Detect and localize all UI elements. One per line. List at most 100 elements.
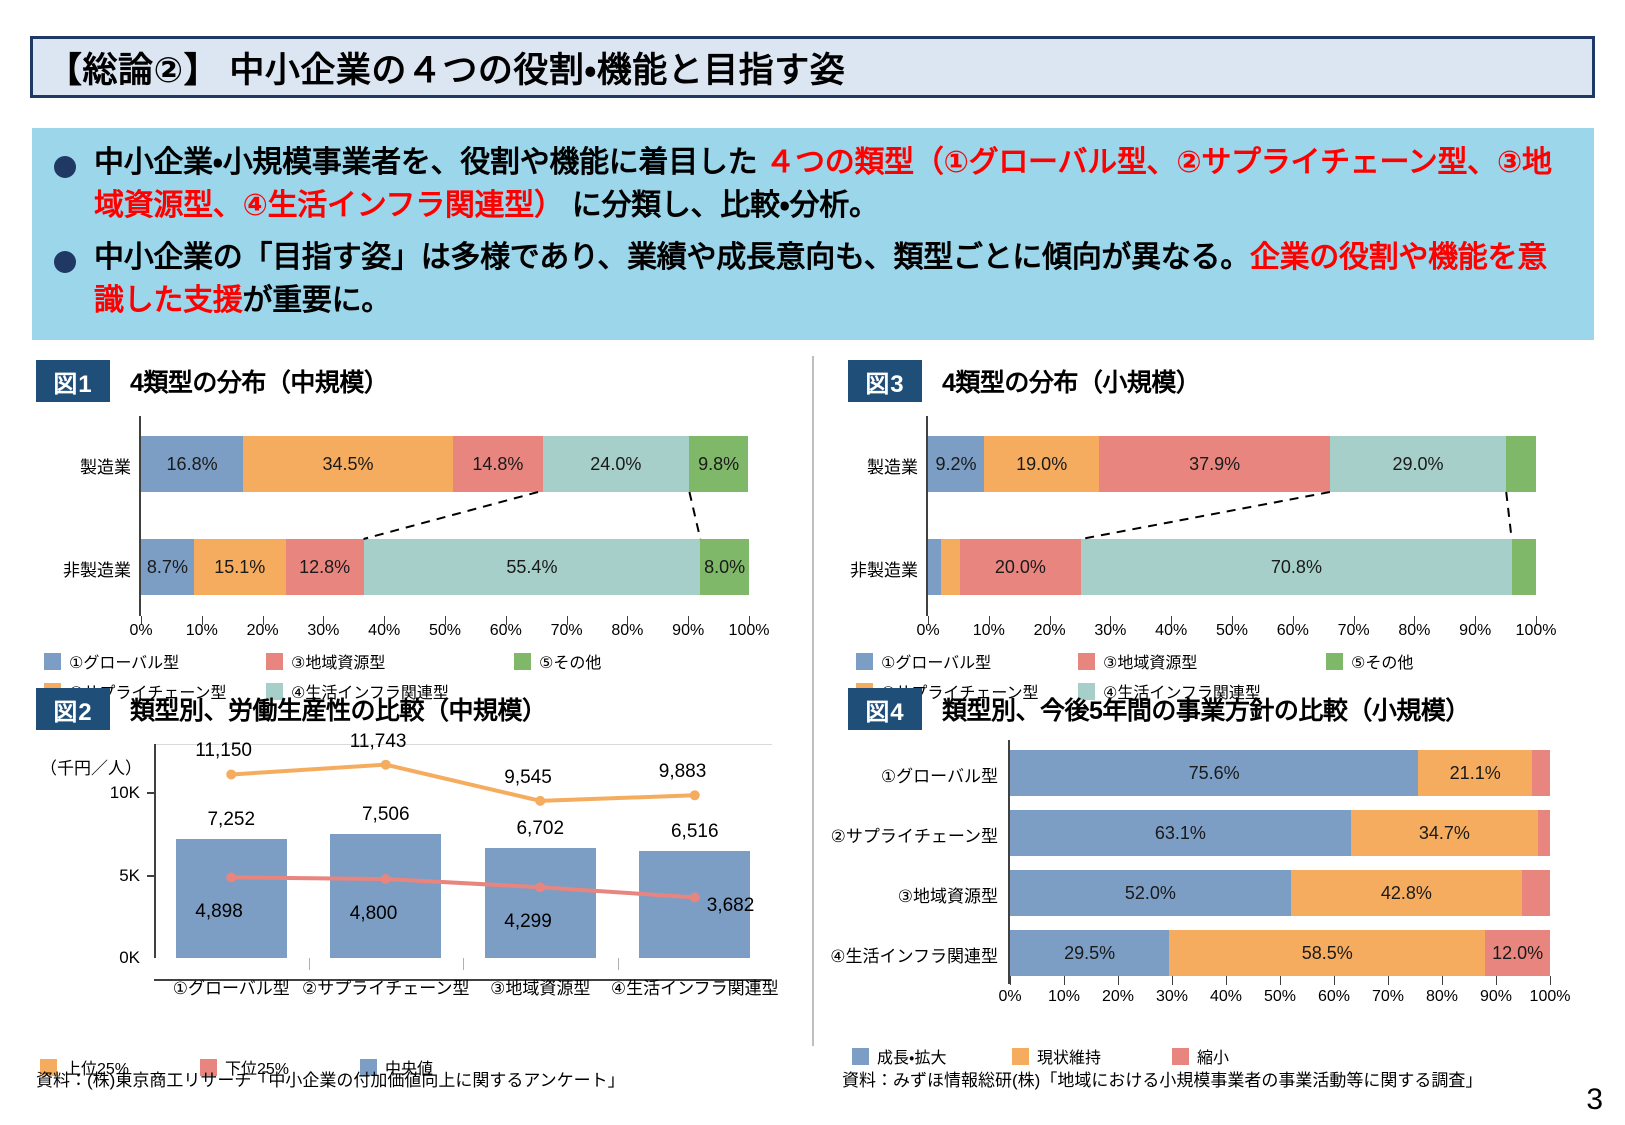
x-axis-tick-mark	[1280, 976, 1281, 985]
x-axis-tick-mark	[1388, 976, 1389, 985]
legend-label: ③地域資源型	[1103, 655, 1198, 672]
x-axis-tick-label: 0%	[129, 622, 153, 639]
bar-segment: 20.0%	[959, 539, 1082, 595]
summary-bullet-1-run-2: に分類し、比較・分析。	[563, 188, 879, 222]
summary-bullet-2-run-2: が重要に。	[242, 283, 392, 317]
x-axis-tick-mark	[1110, 616, 1112, 625]
y-axis-line	[154, 744, 156, 958]
legend-swatch	[44, 652, 61, 670]
bar-segment: 21.1%	[1418, 750, 1533, 796]
figure-2-header: 図2 類型別、労働生産性の比較（中規模）	[36, 688, 796, 730]
x-axis-tick-mark	[1171, 616, 1173, 625]
figure-4-title: 類型別、今後5年間の事業方針の比較（小規模）	[942, 697, 1470, 725]
x-axis-tick-mark	[1475, 616, 1477, 625]
y-axis-line	[1008, 740, 1010, 984]
legend-item: ①グローバル型	[856, 649, 991, 673]
x-axis-tick-label: 50%	[1263, 988, 1297, 1005]
x-axis-tick-label: 70%	[1371, 988, 1405, 1005]
x-axis-tick-mark	[1292, 616, 1294, 625]
legend-label: ④生活インフラ関連型	[1103, 685, 1261, 702]
legend-item: 下位25%	[200, 1055, 289, 1079]
bar-segment: 9.2%	[928, 436, 984, 492]
bar-segment: 75.6%	[1010, 750, 1419, 796]
x-axis-tick-label: 100%	[728, 622, 770, 639]
median-bar	[639, 850, 751, 958]
summary-bullet-1-run-1: ４つの類型（①グローバル型、②サプライチェーン型、③地域資源型、④生活インフラ関…	[94, 146, 1552, 222]
legend-label: 現状維持	[1037, 1050, 1102, 1067]
legend-swatch	[266, 682, 283, 700]
bar-segment: 29.5%	[1010, 930, 1170, 976]
figure-3-header: 図3 4類型の分布（小規模）	[848, 360, 1608, 402]
legend-swatch	[852, 1047, 869, 1065]
bar-segment: 12.0%	[1485, 930, 1550, 976]
upper-quartile-label: 9,545	[504, 766, 552, 788]
lower-quartile-label: 4,800	[349, 902, 398, 924]
bar-segment	[1506, 436, 1536, 492]
legend-label: 上位25%	[65, 1061, 130, 1078]
bar-row-label: 製造業	[867, 458, 918, 477]
legend-label: ⑤その他	[1351, 655, 1414, 672]
x-axis-tick-mark	[1226, 976, 1227, 985]
x-axis-tick-label: 20%	[1033, 622, 1066, 639]
legend-item: 成長・拡大	[852, 1044, 946, 1068]
bar-row-label: 製造業	[80, 458, 131, 477]
panel-divider	[812, 356, 814, 1046]
legend-item: ④生活インフラ関連型	[266, 679, 449, 703]
x-axis-tick-label: 70%	[1337, 622, 1370, 639]
y-axis-tick-mark	[147, 792, 155, 795]
legend-item: ⑤その他	[1326, 649, 1413, 673]
y-axis-line	[139, 416, 141, 616]
bar-segment: 34.5%	[243, 436, 453, 492]
legend-label: ④生活インフラ関連型	[291, 685, 449, 702]
legend-item: 現状維持	[1012, 1044, 1101, 1068]
figure-2-source: 資料：(株)東京商工リサーチ「中小企業の付加価値向上に関するアンケート」	[36, 1071, 625, 1090]
bar-segment: 16.8%	[141, 436, 244, 492]
bullet-dot-icon	[54, 251, 76, 274]
x-axis-tick-mark	[1010, 976, 1011, 985]
summary-bullet-2-text: 中小企業の「目指す姿」は多様であり、業績や成長意向も、類型ごとに傾向が異なる。企…	[94, 237, 1572, 322]
legend-label: 中央値	[385, 1061, 434, 1078]
bar-segment: 70.8%	[1081, 539, 1512, 595]
figure-4-header: 図4 類型別、今後5年間の事業方針の比較（小規模）	[848, 688, 1608, 730]
summary-callout-box: 中小企業・小規模事業者を、役割や機能に着目した ４つの類型（①グローバル型、②サ…	[32, 128, 1594, 340]
legend-item: ①グローバル型	[44, 649, 179, 673]
figure-2-chart: （千円／人） 0K 5K 10K 7,252 ①グローバル型 7,506 ②サプライチェーン型…	[36, 731, 796, 1015]
x-axis-tick-label: 50%	[428, 622, 462, 639]
upper-quartile-label: 11,150	[195, 740, 252, 762]
legend-label: 縮小	[1197, 1050, 1230, 1067]
x-axis-tick-label: 0%	[998, 988, 1022, 1005]
bar-segment: 55.4%	[363, 539, 701, 595]
figure-3-badge: 図3	[848, 360, 922, 402]
legend-swatch	[360, 1058, 377, 1076]
y-axis-tick-label: 5K	[119, 865, 140, 885]
x-axis-tick-label: 20%	[1101, 988, 1135, 1005]
y-axis-tick-label: 0K	[119, 948, 140, 967]
bar-segment	[940, 539, 960, 595]
bar-segment: 19.0%	[983, 436, 1100, 492]
x-axis-tick-label: 80%	[611, 622, 644, 639]
figure-2-panel: 図2 類型別、労働生産性の比較（中規模） （千円／人） 0K 5K 10K 7,252 ①…	[36, 688, 796, 1078]
legend-item: 縮小	[1172, 1044, 1229, 1068]
x-axis-tick-mark	[1118, 976, 1119, 985]
bar-segment: 9.8%	[688, 436, 749, 492]
x-axis-tick-label: 40%	[1209, 988, 1243, 1005]
bar-segment: 63.1%	[1010, 810, 1351, 856]
x-axis-tick-label: 90%	[1459, 622, 1492, 639]
x-axis-tick-label: 40%	[368, 622, 401, 639]
summary-bullet-1-text: 中小企業・小規模事業者を、役割や機能に着目した ４つの類型（①グローバル型、②サ…	[94, 142, 1572, 227]
category-separator	[463, 958, 464, 970]
figure-1-title: 4類型の分布（中規模）	[130, 369, 389, 397]
bar-segment: 52.0%	[1010, 870, 1291, 916]
x-axis-tick-label: 50%	[1215, 622, 1249, 639]
y-axis-line	[926, 416, 928, 616]
upper-quartile-label: 11,743	[349, 730, 407, 752]
x-axis-tick-mark	[262, 616, 264, 625]
x-axis-tick-label: 100%	[1529, 988, 1571, 1005]
x-axis-tick-mark	[749, 616, 750, 625]
x-axis-tick-mark	[1353, 616, 1355, 625]
median-bar	[175, 838, 287, 958]
bar-segment: 24.0%	[542, 436, 689, 492]
bar-segment: 8.7%	[141, 539, 194, 595]
legend-swatch	[856, 652, 873, 670]
